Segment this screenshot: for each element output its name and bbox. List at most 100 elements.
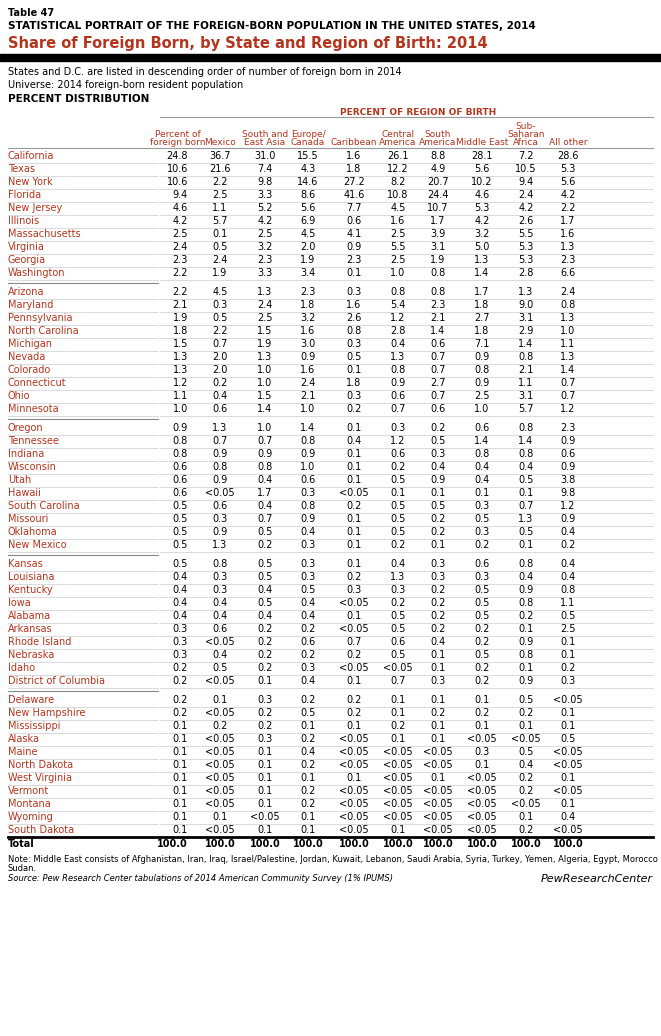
Text: 31.0: 31.0 (254, 151, 276, 161)
Text: 0.2: 0.2 (430, 527, 446, 537)
Text: 2.2: 2.2 (212, 326, 228, 336)
Text: New Hampshire: New Hampshire (8, 708, 85, 718)
Text: 2.1: 2.1 (430, 313, 446, 323)
Text: 0.1: 0.1 (173, 721, 188, 731)
Text: 0.1: 0.1 (257, 677, 272, 686)
Text: 2.8: 2.8 (518, 268, 533, 278)
Text: 0.3: 0.3 (346, 339, 362, 349)
Text: 0.1: 0.1 (212, 812, 227, 822)
Text: <0.05: <0.05 (467, 799, 497, 809)
Text: <0.05: <0.05 (467, 733, 497, 744)
Text: <0.05: <0.05 (383, 812, 413, 822)
Text: 10.8: 10.8 (387, 190, 408, 200)
Text: 0.1: 0.1 (346, 559, 362, 569)
Text: 2.4: 2.4 (257, 300, 273, 310)
Text: Louisiana: Louisiana (8, 572, 54, 582)
Text: Nebraska: Nebraska (8, 650, 54, 660)
Text: 0.1: 0.1 (518, 812, 533, 822)
Text: 100.0: 100.0 (383, 839, 413, 848)
Text: 2.3: 2.3 (173, 255, 188, 265)
Text: 0.4: 0.4 (430, 462, 446, 472)
Text: <0.05: <0.05 (423, 760, 453, 770)
Text: 0.5: 0.5 (518, 474, 533, 485)
Text: 0.6: 0.6 (391, 637, 406, 648)
Text: 0.9: 0.9 (212, 474, 227, 485)
Text: <0.05: <0.05 (383, 786, 413, 796)
Text: Table 47: Table 47 (8, 8, 54, 18)
Text: 2.5: 2.5 (390, 229, 406, 239)
Text: 0.5: 0.5 (173, 527, 188, 537)
Text: 9.8: 9.8 (561, 488, 576, 498)
Text: 20.7: 20.7 (427, 177, 449, 188)
Text: 0.1: 0.1 (346, 365, 362, 375)
Text: 15.5: 15.5 (297, 151, 319, 161)
Text: 3.2: 3.2 (257, 242, 273, 252)
Text: 0.4: 0.4 (430, 637, 446, 648)
Text: 1.6: 1.6 (346, 300, 362, 310)
Text: 0.3: 0.3 (173, 650, 188, 660)
Text: 0.2: 0.2 (430, 708, 446, 718)
Text: South Carolina: South Carolina (8, 501, 79, 511)
Text: 0.6: 0.6 (212, 501, 227, 511)
Text: Maine: Maine (8, 747, 38, 757)
Text: 100.0: 100.0 (511, 839, 541, 848)
Text: 0.2: 0.2 (561, 663, 576, 673)
Text: 2.3: 2.3 (430, 300, 446, 310)
Text: 1.1: 1.1 (173, 391, 188, 401)
Text: 0.5: 0.5 (390, 514, 406, 524)
Text: Florida: Florida (8, 190, 41, 200)
Text: 1.3: 1.3 (518, 514, 533, 524)
Text: South: South (425, 130, 451, 139)
Text: 100.0: 100.0 (250, 839, 280, 848)
Text: 2.4: 2.4 (300, 378, 316, 388)
Text: 0.2: 0.2 (518, 611, 533, 621)
Text: 0.1: 0.1 (561, 799, 576, 809)
Text: 0.1: 0.1 (346, 773, 362, 783)
Text: 1.0: 1.0 (300, 462, 315, 472)
Text: Rhode Island: Rhode Island (8, 637, 71, 648)
Text: 0.3: 0.3 (173, 624, 188, 634)
Text: 3.4: 3.4 (300, 268, 315, 278)
Text: 0.9: 0.9 (518, 637, 533, 648)
Text: 0.8: 0.8 (518, 598, 533, 608)
Text: 7.1: 7.1 (475, 339, 490, 349)
Text: 0.2: 0.2 (173, 695, 188, 706)
Text: 0.2: 0.2 (257, 721, 273, 731)
Text: 1.4: 1.4 (518, 436, 533, 447)
Text: 2.5: 2.5 (390, 255, 406, 265)
Text: 0.7: 0.7 (212, 339, 227, 349)
Text: 0.9: 0.9 (561, 436, 576, 447)
Text: 0.8: 0.8 (257, 462, 272, 472)
Text: New York: New York (8, 177, 53, 188)
Text: 1.8: 1.8 (346, 378, 362, 388)
Text: Arizona: Arizona (8, 287, 44, 297)
Text: 5.7: 5.7 (212, 215, 228, 226)
Text: 0.1: 0.1 (430, 540, 446, 550)
Text: 9.4: 9.4 (518, 177, 533, 188)
Text: Wyoming: Wyoming (8, 812, 54, 822)
Text: 0.1: 0.1 (346, 514, 362, 524)
Text: 10.6: 10.6 (167, 164, 188, 174)
Text: 0.1: 0.1 (300, 812, 315, 822)
Text: 0.6: 0.6 (173, 474, 188, 485)
Text: 0.1: 0.1 (518, 721, 533, 731)
Text: 0.5: 0.5 (257, 559, 273, 569)
Text: 10.7: 10.7 (427, 203, 449, 213)
Text: 0.4: 0.4 (300, 598, 315, 608)
Text: Alabama: Alabama (8, 611, 51, 621)
Text: <0.05: <0.05 (383, 773, 413, 783)
Text: 0.6: 0.6 (430, 404, 446, 414)
Text: 0.8: 0.8 (430, 268, 446, 278)
Text: 0.1: 0.1 (346, 677, 362, 686)
Text: 0.1: 0.1 (518, 624, 533, 634)
Text: 0.1: 0.1 (257, 760, 272, 770)
Text: 3.0: 3.0 (300, 339, 315, 349)
Text: 0.1: 0.1 (391, 708, 406, 718)
Text: 0.4: 0.4 (561, 527, 576, 537)
Text: 1.9: 1.9 (430, 255, 446, 265)
Text: 0.6: 0.6 (300, 637, 315, 648)
Text: 28.6: 28.6 (557, 151, 579, 161)
Text: Wisconsin: Wisconsin (8, 462, 57, 472)
Text: 0.2: 0.2 (300, 624, 316, 634)
Text: 0.6: 0.6 (430, 339, 446, 349)
